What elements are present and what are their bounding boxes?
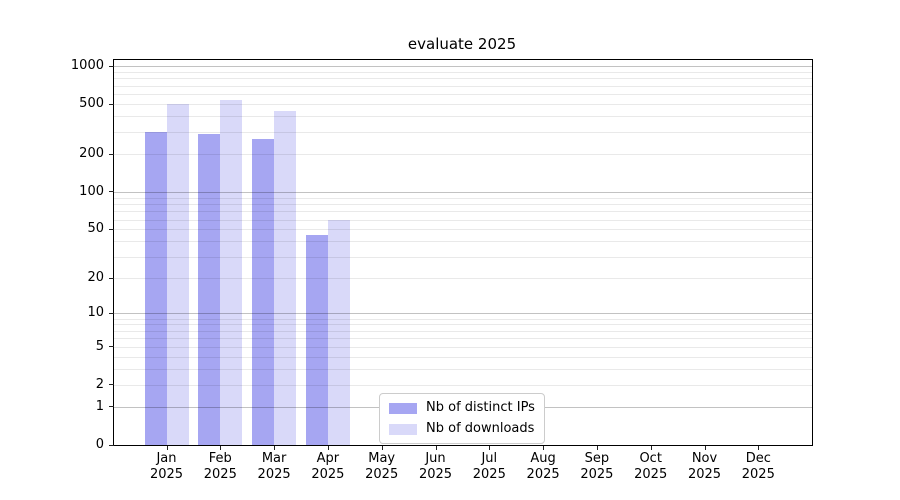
minor-gridline	[114, 154, 812, 156]
minor-gridline	[114, 368, 812, 370]
grid-layer	[114, 60, 812, 445]
minor-gridline	[114, 384, 812, 386]
major-gridline	[114, 66, 812, 68]
x-tick-mark	[435, 446, 437, 450]
minor-gridline	[114, 197, 812, 199]
minor-gridline	[114, 211, 812, 213]
y-tick-label: 10	[87, 305, 104, 321]
y-tick-mark	[109, 153, 114, 155]
y-tick-mark	[109, 103, 114, 105]
y-tick-label: 50	[87, 221, 104, 237]
x-tick-label: Aug 2025	[526, 451, 560, 482]
x-tick-label: Apr 2025	[311, 451, 345, 482]
x-tick-mark	[596, 446, 598, 450]
legend-swatch-distinct-ips	[389, 402, 417, 414]
y-tick-label: 100	[79, 183, 104, 199]
legend-item-distinct-ips: Nb of distinct IPs	[389, 399, 535, 417]
minor-gridline	[114, 78, 812, 80]
legend-item-downloads: Nb of downloads	[389, 420, 535, 438]
y-tick-mark	[109, 384, 114, 386]
x-tick-label: Mar 2025	[257, 451, 291, 482]
x-tick-label: Nov 2025	[687, 451, 722, 482]
bar-nb-of-downloads-mar-2025	[274, 111, 297, 445]
y-tick-label: 500	[79, 96, 104, 111]
x-tick-mark	[704, 446, 706, 450]
x-tick-label: Dec 2025	[741, 451, 775, 482]
legend-label-distinct-ips: Nb of distinct IPs	[426, 400, 535, 415]
minor-gridline	[114, 241, 812, 243]
minor-gridline	[114, 256, 812, 258]
minor-gridline	[114, 356, 812, 358]
x-tick-mark	[166, 446, 168, 450]
x-tick-label: Sep 2025	[580, 451, 614, 482]
x-tick-mark	[758, 446, 760, 450]
minor-gridline	[114, 324, 812, 326]
x-tick-mark	[327, 446, 329, 450]
legend: Nb of distinct IPs Nb of downloads	[379, 393, 545, 444]
y-tick-label: 5	[95, 338, 104, 354]
bar-nb-of-downloads-jan-2025	[166, 104, 189, 445]
legend-swatch-downloads	[389, 423, 417, 435]
bar-nb-of-downloads-apr-2025	[327, 219, 350, 445]
y-tick-label: 0	[95, 437, 104, 452]
major-gridline	[114, 313, 812, 315]
y-tick-mark	[109, 312, 114, 314]
minor-gridline	[114, 104, 812, 105]
y-tick-mark	[109, 191, 114, 193]
minor-gridline	[114, 94, 812, 96]
x-tick-mark	[650, 446, 652, 450]
minor-gridline	[114, 330, 812, 332]
x-tick-mark	[489, 446, 491, 450]
x-tick-label: Feb 2025	[203, 451, 237, 482]
y-tick-mark	[109, 228, 114, 230]
bar-nb-of-distinct-ips-jan-2025	[144, 131, 167, 445]
legend-label-downloads: Nb of downloads	[426, 421, 535, 436]
x-tick-mark	[543, 446, 545, 450]
y-tick-label: 20	[87, 270, 104, 285]
x-tick-label: Oct 2025	[634, 451, 668, 482]
minor-gridline	[114, 71, 812, 73]
chart-title: evaluate 2025	[407, 35, 517, 53]
minor-gridline	[114, 85, 812, 87]
y-tick-label: 1000	[70, 58, 104, 74]
plot-area: Nb of distinct IPs Nb of downloads	[113, 59, 813, 446]
x-tick-mark	[381, 446, 383, 450]
major-gridline	[114, 191, 812, 193]
minor-gridline	[114, 346, 812, 348]
y-tick-mark	[109, 65, 114, 67]
x-tick-label: Jul 2025	[472, 451, 506, 482]
x-tick-label: Jan 2025	[149, 451, 184, 482]
minor-gridline	[114, 116, 812, 118]
bar-nb-of-distinct-ips-apr-2025	[305, 234, 328, 445]
x-tick-mark	[220, 446, 222, 450]
y-tick-mark	[109, 346, 114, 348]
y-tick-mark	[109, 406, 114, 408]
minor-gridline	[114, 318, 812, 320]
bar-nb-of-distinct-ips-feb-2025	[198, 133, 221, 445]
bar-nb-of-distinct-ips-mar-2025	[252, 138, 275, 445]
minor-gridline	[114, 131, 812, 133]
x-tick-label: May 2025	[365, 451, 399, 482]
y-tick-mark	[109, 444, 114, 446]
minor-gridline	[114, 338, 812, 340]
y-tick-mark	[109, 277, 114, 279]
y-tick-label: 2	[95, 376, 104, 392]
minor-gridline	[114, 219, 812, 221]
x-tick-label: Jun 2025	[418, 451, 453, 482]
x-tick-mark	[274, 446, 276, 450]
y-tick-label: 200	[79, 146, 104, 162]
bar-nb-of-downloads-feb-2025	[220, 100, 243, 445]
minor-gridline	[114, 229, 812, 231]
bars-layer	[114, 60, 812, 445]
y-tick-label: 1	[95, 398, 104, 414]
minor-gridline	[114, 278, 812, 279]
minor-gridline	[114, 203, 812, 205]
